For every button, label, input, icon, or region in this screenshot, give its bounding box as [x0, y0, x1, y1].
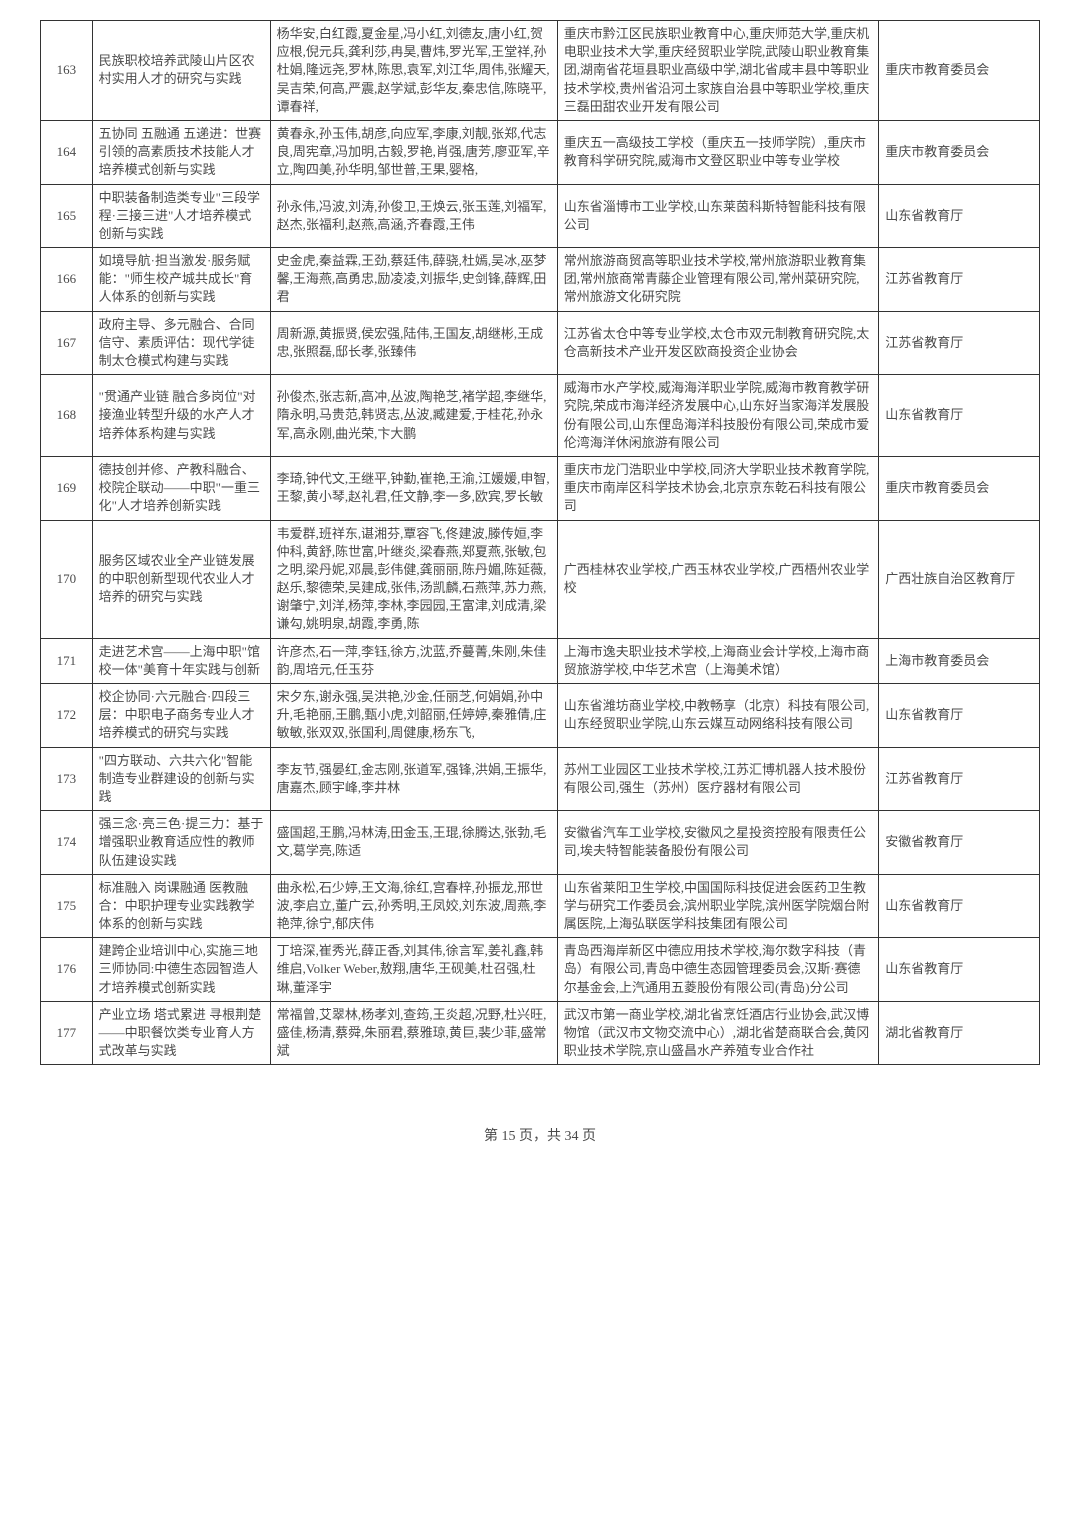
row-org: 重庆五一高级技工学校（重庆五一技师学院）,重庆市教育科学研究院,威海市文登区职业…: [557, 120, 879, 184]
row-people: 周新源,黄振贤,侯宏强,陆伟,王国友,胡继彬,王成忠,张照磊,邸长孝,张臻伟: [270, 311, 557, 375]
row-number: 175: [41, 874, 93, 938]
row-number: 172: [41, 684, 93, 748]
row-org: 重庆市龙门浩职业中学校,同济大学职业技术教育学院,重庆市南岸区科学技术协会,北京…: [557, 456, 879, 520]
row-number: 174: [41, 811, 93, 875]
row-title: 如境导航·担当激发·服务赋能："师生校产城共成长"育人体系的创新与实践: [92, 248, 270, 312]
footer-suffix: 页: [579, 1129, 597, 1144]
row-number: 168: [41, 375, 93, 457]
row-people: 李琦,钟代文,王继平,钟勤,崔艳,王渝,江媛媛,申智,王黎,黄小琴,赵礼君,任文…: [270, 456, 557, 520]
row-region: 江苏省教育厅: [879, 311, 1040, 375]
row-title: 校企协同·六元融合·四段三层：中职电子商务专业人才培养模式的研究与实践: [92, 684, 270, 748]
row-region: 广西壮族自治区教育厅: [879, 520, 1040, 638]
row-region: 重庆市教育委员会: [879, 120, 1040, 184]
row-people: 许彦杰,石一萍,李钰,徐方,沈蓝,乔蔓菁,朱刚,朱佳韵,周培元,任玉芬: [270, 638, 557, 683]
row-title: "贯通产业链 融合多岗位"对接渔业转型升级的水产人才培养体系构建与实践: [92, 375, 270, 457]
row-number: 170: [41, 520, 93, 638]
row-title: 建跨企业培训中心,实施三地三师协同:中德生态园智造人才培养模式创新实践: [92, 938, 270, 1002]
page-footer: 第 15 页，共 34 页: [40, 1125, 1040, 1145]
row-region: 湖北省教育厅: [879, 1001, 1040, 1065]
row-org: 江苏省太仓中等专业学校,太仓市双元制教育研究院,太仓高新技术产业开发区欧商投资企…: [557, 311, 879, 375]
table-row: 173"四方联动、六共六化"智能制造专业群建设的创新与实践李友节,强晏红,金志刚…: [41, 747, 1040, 811]
row-people: 史金虎,秦益霖,王劲,蔡廷伟,薛骁,杜嫣,吴冰,巫梦馨,王海燕,高勇忠,励凌凌,…: [270, 248, 557, 312]
row-region: 山东省教育厅: [879, 684, 1040, 748]
row-region: 山东省教育厅: [879, 938, 1040, 1002]
row-title: 中职装备制造类专业"三段学程·三接三进"人才培养模式创新与实践: [92, 184, 270, 248]
row-org: 山东省淄博市工业学校,山东莱茵科斯特智能科技有限公司: [557, 184, 879, 248]
row-number: 171: [41, 638, 93, 683]
row-org: 青岛西海岸新区中德应用技术学校,海尔数字科技（青岛）有限公司,青岛中德生态园管理…: [557, 938, 879, 1002]
table-row: 177产业立场 塔式累进 寻根荆楚——中职餐饮类专业育人方式改革与实践常福曾,艾…: [41, 1001, 1040, 1065]
table-row: 169德技创并修、产教科融合、校院企联动——中职"一重三化"人才培养创新实践李琦…: [41, 456, 1040, 520]
table-row: 166如境导航·担当激发·服务赋能："师生校产城共成长"育人体系的创新与实践史金…: [41, 248, 1040, 312]
row-title: 政府主导、多元融合、合同信守、素质评估：现代学徒制太仓模式构建与实践: [92, 311, 270, 375]
row-region: 上海市教育委员会: [879, 638, 1040, 683]
row-number: 177: [41, 1001, 93, 1065]
row-number: 166: [41, 248, 93, 312]
row-people: 孙俊杰,张志新,高冲,丛波,陶艳芝,褚学超,李继华,隋永明,马贵范,韩贤志,丛波…: [270, 375, 557, 457]
page-current: 15: [502, 1129, 516, 1144]
row-region: 安徽省教育厅: [879, 811, 1040, 875]
row-region: 重庆市教育委员会: [879, 21, 1040, 121]
page-total: 34: [565, 1129, 579, 1144]
row-title: 五协同 五融通 五递进：世赛引领的高素质技术技能人才培养模式创新与实践: [92, 120, 270, 184]
row-title: 民族职校培养武陵山片区农村实用人才的研究与实践: [92, 21, 270, 121]
row-title: 标准融入 岗课融通 医教融合：中职护理专业实践教学体系的创新与实践: [92, 874, 270, 938]
row-org: 苏州工业园区工业技术学校,江苏汇博机器人技术股份有限公司,强生（苏州）医疗器材有…: [557, 747, 879, 811]
table-row: 176建跨企业培训中心,实施三地三师协同:中德生态园智造人才培养模式创新实践丁培…: [41, 938, 1040, 1002]
row-number: 176: [41, 938, 93, 1002]
table-row: 174强三念·亮三色·提三力：基于增强职业教育适应性的教师队伍建设实践盛国超,王…: [41, 811, 1040, 875]
row-org: 威海市水产学校,威海海洋职业学院,威海市教育教学研究院,荣成市海洋经济发展中心,…: [557, 375, 879, 457]
data-table: 163民族职校培养武陵山片区农村实用人才的研究与实践杨华安,白红霞,夏金星,冯小…: [40, 20, 1040, 1065]
row-number: 167: [41, 311, 93, 375]
row-region: 山东省教育厅: [879, 184, 1040, 248]
row-title: "四方联动、六共六化"智能制造专业群建设的创新与实践: [92, 747, 270, 811]
row-title: 德技创并修、产教科融合、校院企联动——中职"一重三化"人才培养创新实践: [92, 456, 270, 520]
footer-prefix: 第: [484, 1129, 502, 1144]
row-number: 163: [41, 21, 93, 121]
row-title: 走进艺术宫——上海中职"馆校一体"美育十年实践与创新: [92, 638, 270, 683]
row-region: 江苏省教育厅: [879, 747, 1040, 811]
row-region: 江苏省教育厅: [879, 248, 1040, 312]
row-people: 盛国超,王鹏,冯林涛,田金玉,王琨,徐腾达,张勃,毛文,葛学亮,陈适: [270, 811, 557, 875]
row-region: 山东省教育厅: [879, 874, 1040, 938]
table-row: 165中职装备制造类专业"三段学程·三接三进"人才培养模式创新与实践孙永伟,冯波…: [41, 184, 1040, 248]
table-row: 172校企协同·六元融合·四段三层：中职电子商务专业人才培养模式的研究与实践宋夕…: [41, 684, 1040, 748]
row-region: 重庆市教育委员会: [879, 456, 1040, 520]
row-people: 黄春永,孙玉伟,胡彦,向应军,李康,刘靓,张郑,代志良,周宪章,冯加明,古毅,罗…: [270, 120, 557, 184]
row-org: 重庆市黔江区民族职业教育中心,重庆师范大学,重庆机电职业技术大学,重庆经贸职业学…: [557, 21, 879, 121]
row-title: 产业立场 塔式累进 寻根荆楚——中职餐饮类专业育人方式改革与实践: [92, 1001, 270, 1065]
table-row: 167政府主导、多元融合、合同信守、素质评估：现代学徒制太仓模式构建与实践周新源…: [41, 311, 1040, 375]
row-title: 强三念·亮三色·提三力：基于增强职业教育适应性的教师队伍建设实践: [92, 811, 270, 875]
table-row: 163民族职校培养武陵山片区农村实用人才的研究与实践杨华安,白红霞,夏金星,冯小…: [41, 21, 1040, 121]
table-row: 170服务区域农业全产业链发展的中职创新型现代农业人才培养的研究与实践韦爱群,班…: [41, 520, 1040, 638]
row-people: 韦爱群,班祥东,谌湘芬,覃容飞,佟建波,滕传姮,李仲科,黄舒,陈世富,叶继炎,梁…: [270, 520, 557, 638]
row-people: 李友节,强晏红,金志刚,张道军,强锋,洪娟,王振华,唐嘉杰,顾宇峰,李井林: [270, 747, 557, 811]
row-org: 广西桂林农业学校,广西玉林农业学校,广西梧州农业学校: [557, 520, 879, 638]
row-number: 165: [41, 184, 93, 248]
table-row: 171走进艺术宫——上海中职"馆校一体"美育十年实践与创新许彦杰,石一萍,李钰,…: [41, 638, 1040, 683]
row-people: 常福曾,艾翠林,杨孝刘,查筠,王炎超,况野,杜兴旺,盛佳,杨清,蔡舜,朱丽君,蔡…: [270, 1001, 557, 1065]
row-people: 丁培深,崔秀光,薛正香,刘其伟,徐言军,姜礼鑫,韩维启,Volker Weber…: [270, 938, 557, 1002]
footer-middle: 页，共: [516, 1129, 565, 1144]
row-org: 武汉市第一商业学校,湖北省烹饪酒店行业协会,武汉博物馆（武汉市文物交流中心）,湖…: [557, 1001, 879, 1065]
row-org: 常州旅游商贸高等职业技术学校,常州旅游职业教育集团,常州旅商常青藤企业管理有限公…: [557, 248, 879, 312]
table-row: 164五协同 五融通 五递进：世赛引领的高素质技术技能人才培养模式创新与实践黄春…: [41, 120, 1040, 184]
row-people: 孙永伟,冯波,刘涛,孙俊卫,王焕云,张玉莲,刘福军,赵杰,张福利,赵燕,高涵,齐…: [270, 184, 557, 248]
row-people: 宋夕东,谢永强,吴洪艳,沙金,任丽芝,何娟娟,孙中升,毛艳丽,王鹏,甄小虎,刘韶…: [270, 684, 557, 748]
row-org: 安徽省汽车工业学校,安徽风之星投资控股有限责任公司,埃夫特智能装备股份有限公司: [557, 811, 879, 875]
row-org: 上海市逸夫职业技术学校,上海商业会计学校,上海市商贸旅游学校,中华艺术宫（上海美…: [557, 638, 879, 683]
row-number: 173: [41, 747, 93, 811]
row-org: 山东省潍坊商业学校,中教畅享（北京）科技有限公司,山东经贸职业学院,山东云媒互动…: [557, 684, 879, 748]
row-title: 服务区域农业全产业链发展的中职创新型现代农业人才培养的研究与实践: [92, 520, 270, 638]
row-number: 169: [41, 456, 93, 520]
table-row: 175标准融入 岗课融通 医教融合：中职护理专业实践教学体系的创新与实践曲永松,…: [41, 874, 1040, 938]
row-people: 杨华安,白红霞,夏金星,冯小红,刘德友,唐小红,贺应根,倪元兵,龚利莎,冉昊,曹…: [270, 21, 557, 121]
row-number: 164: [41, 120, 93, 184]
row-region: 山东省教育厅: [879, 375, 1040, 457]
row-org: 山东省莱阳卫生学校,中国国际科技促进会医药卫生教学与研究工作委员会,滨州职业学院…: [557, 874, 879, 938]
row-people: 曲永松,石少婷,王文海,徐红,宫春梓,孙振龙,邢世波,李启立,董广云,孙秀明,王…: [270, 874, 557, 938]
table-row: 168"贯通产业链 融合多岗位"对接渔业转型升级的水产人才培养体系构建与实践孙俊…: [41, 375, 1040, 457]
